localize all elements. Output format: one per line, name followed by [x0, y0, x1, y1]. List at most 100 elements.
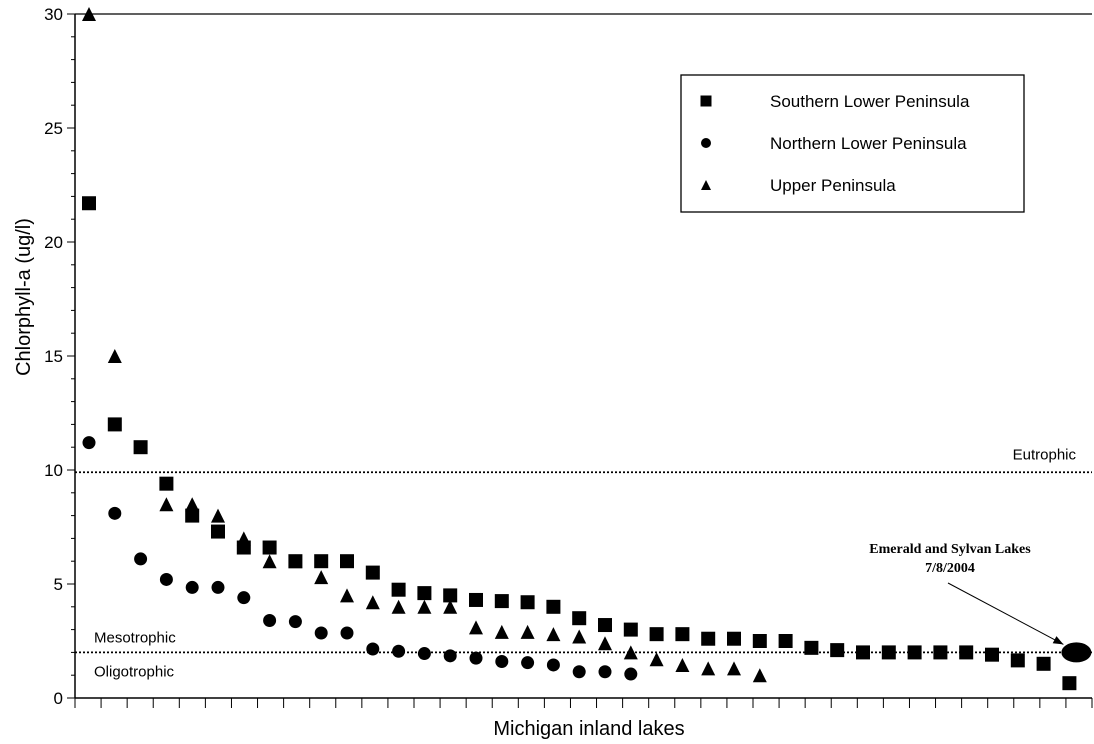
y-tick-label: 20 — [44, 233, 63, 252]
data-point-circle — [546, 658, 560, 672]
highlight-ellipse — [1061, 642, 1092, 663]
callout-arrow-line — [947, 582, 1064, 645]
data-point-triangle — [211, 508, 225, 523]
legend-label: Upper Peninsula — [770, 176, 896, 195]
data-point-square — [830, 643, 845, 658]
data-point-circle — [598, 665, 612, 679]
y-axis-title: Chlorphyll-a (ug/l) — [13, 218, 35, 376]
data-point-triangle — [623, 645, 638, 660]
data-point-circle — [366, 642, 380, 656]
data-point-circle — [392, 644, 406, 658]
data-point-triangle — [572, 629, 587, 644]
data-point-square — [959, 645, 974, 660]
data-point-triangle — [494, 624, 509, 639]
data-point-square — [520, 595, 535, 610]
y-tick-label: 10 — [44, 461, 63, 480]
data-point-triangle — [598, 636, 612, 651]
data-point-square — [1036, 656, 1051, 671]
data-point-circle — [263, 613, 277, 627]
data-point-square — [649, 627, 664, 642]
data-point-square — [262, 540, 277, 555]
callout-arrowhead — [1052, 636, 1064, 645]
data-point-triangle — [701, 661, 716, 676]
data-point-circle — [211, 580, 225, 594]
data-point-square — [598, 618, 612, 633]
data-point-square — [185, 508, 200, 523]
y-tick-label: 25 — [44, 119, 63, 138]
data-point-triangle — [82, 7, 96, 21]
data-point-circle — [82, 436, 96, 450]
data-point-square — [494, 594, 509, 609]
data-point-circle — [572, 665, 586, 679]
data-point-square — [907, 645, 922, 660]
threshold-label: Oligotrophic — [94, 663, 175, 680]
data-point-triangle — [675, 657, 690, 672]
data-point-circle — [624, 667, 638, 681]
data-point-circle — [443, 649, 457, 663]
data-point-triangle — [262, 554, 277, 569]
data-point-square — [727, 631, 741, 646]
data-point-triangle — [443, 599, 458, 614]
data-point-square — [856, 645, 870, 660]
y-tick-label: 5 — [54, 575, 63, 594]
data-point-triangle — [417, 599, 432, 614]
callout-line-1: Emerald and Sylvan Lakes — [869, 542, 1031, 557]
data-point-triangle — [520, 624, 535, 639]
data-point-square — [133, 440, 148, 455]
data-point-triangle — [340, 588, 354, 603]
x-axis-title: Michigan inland lakes — [493, 718, 684, 740]
data-point-square — [340, 554, 354, 569]
data-point-square — [314, 554, 329, 569]
data-point-circle — [521, 656, 535, 670]
y-tick-label: 0 — [54, 689, 63, 708]
callout-line-2: 7/8/2004 — [925, 561, 975, 576]
data-point-square — [701, 631, 716, 646]
data-point-square — [881, 645, 896, 660]
data-point-square — [985, 647, 999, 662]
legend-marker-square — [700, 95, 712, 107]
data-point-triangle — [391, 599, 406, 614]
data-point-triangle — [107, 349, 122, 363]
data-point-circle — [469, 651, 483, 665]
x-axis — [74, 698, 1093, 708]
legend: Southern Lower Peninsula Northern Lower P… — [680, 74, 1025, 213]
data-point-square — [1010, 653, 1025, 668]
data-point-circle — [159, 572, 173, 586]
legend-marker-circle — [701, 138, 711, 148]
data-point-circle — [340, 626, 354, 640]
data-point-square — [546, 599, 561, 614]
y-tick-label: 30 — [44, 5, 63, 24]
threshold-label: Eutrophic — [1013, 446, 1077, 463]
series-northern-lower-peninsula — [82, 436, 638, 681]
series-upper-peninsula — [82, 7, 767, 683]
data-point-square — [1062, 676, 1077, 691]
data-point-square — [107, 417, 122, 432]
legend-label: Northern Lower Peninsula — [770, 134, 967, 153]
data-point-circle — [237, 591, 251, 605]
data-point-square — [211, 524, 225, 539]
data-point-triangle — [727, 661, 741, 676]
data-point-circle — [108, 506, 122, 520]
data-point-triangle — [752, 668, 767, 683]
data-point-square — [391, 582, 406, 597]
y-axis: 0 5 10 15 20 25 30 — [44, 5, 75, 708]
data-point-square — [778, 634, 793, 648]
data-point-circle — [288, 615, 302, 629]
data-point-square — [933, 645, 948, 660]
data-point-square — [572, 611, 587, 626]
y-tick-label: 15 — [44, 347, 63, 366]
series-southern-lower-peninsula — [82, 196, 1077, 691]
data-point-square — [82, 196, 96, 211]
data-point-triangle — [649, 652, 664, 667]
data-point-square — [443, 588, 458, 603]
legend-label: Southern Lower Peninsula — [770, 92, 970, 111]
data-point-circle — [314, 626, 328, 640]
data-point-triangle — [236, 531, 251, 546]
data-point-square — [469, 592, 483, 607]
data-point-triangle — [288, 554, 303, 569]
data-point-circle — [134, 552, 148, 566]
data-point-square — [752, 634, 767, 648]
legend-box — [680, 74, 1025, 213]
